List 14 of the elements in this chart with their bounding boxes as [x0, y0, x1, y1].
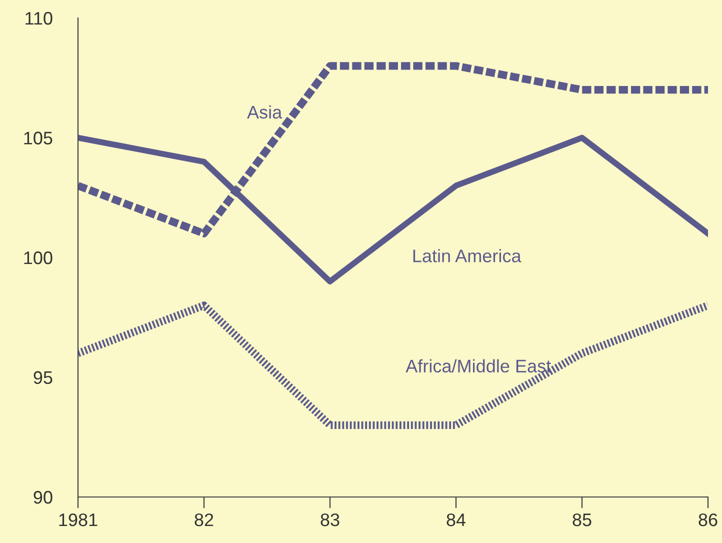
series-label: Africa/Middle East [406, 359, 551, 373]
x-tick-label: 85 [572, 513, 592, 526]
x-tick-label: 84 [446, 513, 466, 526]
x-tick-label: 82 [194, 513, 214, 526]
y-tick-label: 110 [26, 12, 52, 25]
series-label: Latin America [413, 249, 522, 262]
y-tick-label: 105 [24, 132, 52, 144]
y-tick-label: 100 [24, 251, 52, 264]
series-label: Asia [247, 105, 282, 119]
y-tick-label: 90 [34, 490, 52, 504]
x-tick-label: 86 [698, 513, 718, 526]
x-tick-label: 1981 [59, 513, 98, 526]
y-tick-label: 95 [34, 371, 52, 384]
x-tick-label: 83 [320, 513, 340, 526]
